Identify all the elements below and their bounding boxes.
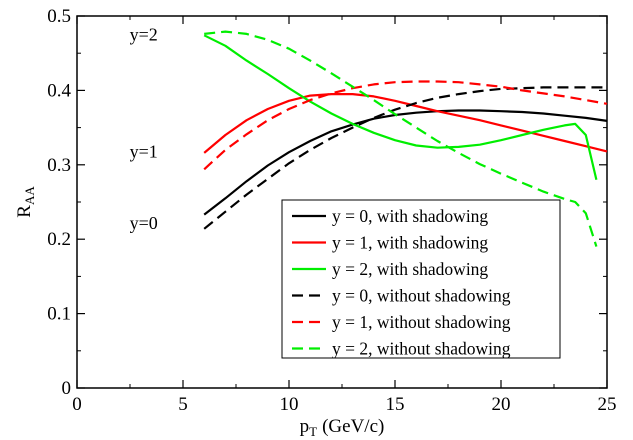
- x-tick-label: 5: [178, 394, 188, 415]
- y-tick-label: 0.5: [47, 6, 71, 27]
- curve-annotation: y=1: [130, 141, 158, 161]
- legend-label: y = 1, with shadowing: [332, 233, 488, 253]
- series-line-3: [203, 34, 598, 180]
- y-tick-label: 0.1: [47, 304, 71, 325]
- y-axis-label: RAA: [14, 186, 37, 218]
- curve-annotation: y=2: [130, 25, 158, 45]
- legend: y = 0, with shadowing y = 1, with shadowi…: [281, 199, 561, 359]
- y-tick-label: 0.3: [47, 155, 71, 176]
- x-axis-label-main: p: [300, 416, 310, 437]
- legend-label: y = 1, without shadowing: [332, 312, 511, 332]
- y-axis-label-sub: AA: [22, 186, 37, 205]
- series-line-1: [203, 109, 608, 216]
- legend-label: y = 0, without shadowing: [332, 286, 511, 306]
- y-axis-label-main: R: [14, 205, 35, 218]
- legend-label: y = 2, without shadowing: [332, 339, 511, 359]
- series-layer: [203, 30, 608, 247]
- annotations: y=2 y=1 y=0: [130, 25, 158, 233]
- x-tick-label: 15: [386, 394, 405, 415]
- series-line-6: [204, 30, 598, 247]
- y-tick-label: 0.2: [47, 229, 71, 250]
- legend-label: y = 0, with shadowing: [332, 206, 488, 226]
- series-line-5: [203, 80, 608, 171]
- series-line-2: [203, 92, 608, 154]
- x-tick-label: 0: [72, 394, 82, 415]
- legend-items: y = 0, with shadowing y = 1, with shadowi…: [292, 206, 511, 359]
- y-tick-label: 0.4: [47, 80, 71, 101]
- x-tick-label: 20: [492, 394, 511, 415]
- series-line-4: [203, 86, 607, 230]
- x-axis-label-unit: (GeV/c): [322, 416, 384, 437]
- x-tick-label: 10: [280, 394, 299, 415]
- x-tick-label: 25: [598, 394, 617, 415]
- x-axis-label: pT (GeV/c): [300, 416, 385, 439]
- x-axis-label-sub: T: [309, 424, 317, 439]
- axis-ticks: 0 5 10 15 20 25 0 0.1 0.2 0.3 0.4 0.5: [47, 6, 616, 415]
- curve-annotation: y=0: [130, 213, 158, 233]
- legend-label: y = 2, with shadowing: [332, 259, 488, 279]
- y-tick-label: 0: [62, 378, 72, 399]
- legend-box: [281, 199, 561, 359]
